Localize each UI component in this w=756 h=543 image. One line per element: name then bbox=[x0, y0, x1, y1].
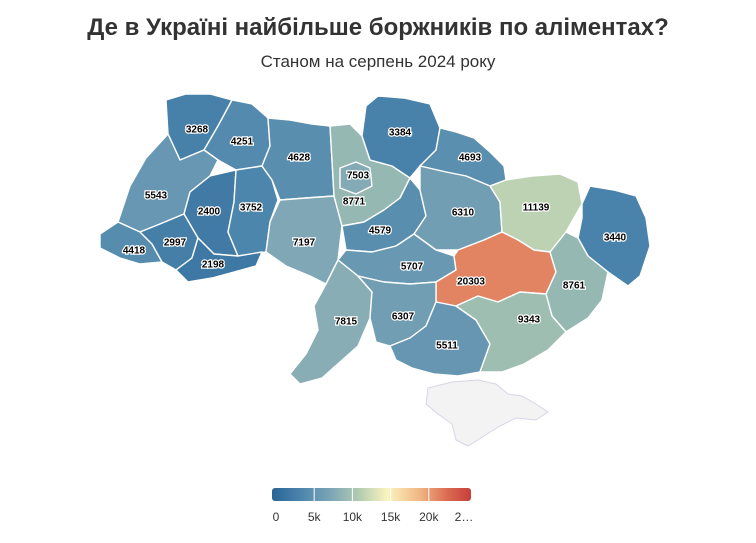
legend-tick-label: 0 bbox=[272, 510, 280, 524]
legend-color-bar bbox=[272, 488, 471, 501]
value-label-mykolaiv: 6307 bbox=[392, 312, 415, 323]
value-label-zaporizhzhia: 9343 bbox=[518, 315, 541, 326]
value-label-sumy: 4693 bbox=[459, 153, 482, 164]
value-label-lviv: 5543 bbox=[145, 191, 168, 202]
value-label-khmelnytskyi: 3752 bbox=[240, 203, 263, 214]
value-label-chernihiv: 3384 bbox=[389, 128, 412, 139]
region-donetsk[interactable] bbox=[545, 231, 609, 333]
region-zaporizhzhia[interactable] bbox=[455, 291, 567, 373]
value-label-vinnytsia: 7197 bbox=[293, 238, 316, 249]
value-label-volyn: 3268 bbox=[186, 125, 209, 136]
value-label-poltava: 6310 bbox=[452, 208, 475, 219]
map-title: Де в Україні найбільше боржників по алім… bbox=[87, 14, 669, 41]
value-label-chernivtsi: 2198 bbox=[202, 260, 225, 271]
value-label-kirovohrad: 5707 bbox=[401, 262, 424, 273]
value-label-rivne: 4251 bbox=[231, 137, 254, 148]
legend-tick-label: 15k bbox=[380, 510, 401, 524]
value-label-odesa: 7815 bbox=[335, 317, 358, 328]
value-label-ternopil: 2400 bbox=[198, 207, 221, 218]
legend-dividers bbox=[313, 488, 430, 501]
region-kyiv-city[interactable] bbox=[339, 161, 373, 195]
legend bbox=[272, 488, 471, 501]
value-label-luhansk: 3440 bbox=[604, 233, 627, 244]
value-label-kyiv-oblast: 8771 bbox=[343, 197, 366, 208]
map-subtitle: Станом на серпень 2024 року bbox=[260, 52, 496, 71]
region-chernivtsi[interactable] bbox=[175, 237, 263, 283]
value-label-zhytomyr: 4628 bbox=[288, 153, 311, 164]
value-label-zakarpattia: 4418 bbox=[123, 246, 146, 257]
legend-tick-label: 2… bbox=[454, 510, 474, 524]
value-label-kyiv-city: 7503 bbox=[347, 171, 370, 182]
legend-tick-label: 20k bbox=[419, 510, 439, 524]
value-label-kherson: 5511 bbox=[436, 341, 458, 352]
region-crimea bbox=[425, 379, 549, 447]
value-label-cherkasy: 4579 bbox=[369, 226, 392, 237]
legend-tick-label: 10k bbox=[342, 510, 363, 524]
legend-tick-label: 5k bbox=[307, 510, 321, 524]
value-label-dnipropetrovsk: 20303 bbox=[457, 277, 485, 288]
value-label-donetsk: 8761 bbox=[563, 281, 586, 292]
value-label-ivano-frankivsk: 2997 bbox=[164, 238, 187, 249]
value-label-kharkiv: 11139 bbox=[523, 203, 550, 214]
